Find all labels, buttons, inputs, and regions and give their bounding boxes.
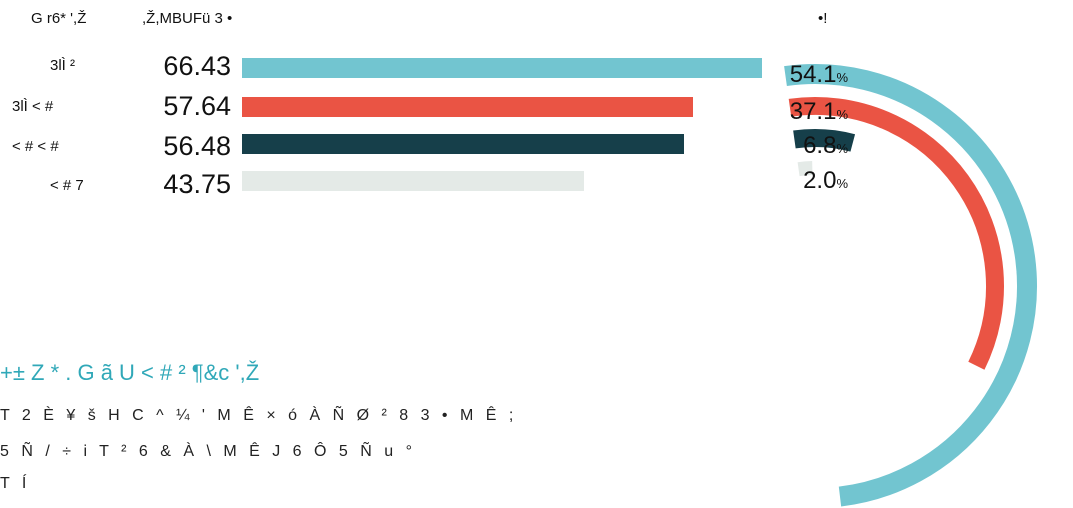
ring-unit-0: %	[836, 70, 848, 85]
bar-value-label-1: 57.64	[163, 91, 231, 121]
ring-value-1: 37.1	[789, 98, 837, 125]
bar-category-2: < # < #	[12, 138, 59, 155]
ring-arc-1	[788, 97, 1004, 370]
bar-value-label-3: 43.75	[163, 169, 231, 199]
header-col3: •!	[818, 10, 828, 27]
bar-0	[242, 58, 762, 78]
header-col1: G r6* ',Ž	[31, 10, 87, 27]
section-title: +± Z * . G ã U < # ² ¶&c ',Ž	[0, 360, 260, 385]
bar-3	[242, 171, 585, 191]
body-line-1: 5 Ñ / ÷ i T ² 6 & À \ M Ê J 6 Ô 5 Ñ u °	[0, 443, 416, 460]
bar-category-1: 3lÌ < #	[12, 98, 54, 115]
bar-category-0: 3lÌ ²	[50, 57, 76, 74]
bar-category-3: < # 7	[50, 177, 84, 194]
ring-unit-3: %	[836, 176, 848, 191]
ring-value-2: 6.8	[803, 132, 837, 159]
ring-unit-1: %	[836, 107, 848, 122]
ring-arc-0	[784, 64, 1037, 507]
ring-value-label-2: 6.8%	[728, 132, 848, 160]
ring-value-label-3: 2.0%	[728, 167, 848, 195]
ring-unit-2: %	[836, 141, 848, 156]
ring-value-3: 2.0	[803, 167, 837, 194]
bar-value-label-0: 66.43	[163, 51, 231, 81]
body-line-0: T 2 È ¥ š H C ^ ¼ ' M Ê × ó À Ñ Ø ² 8 3 …	[0, 407, 518, 424]
bar-value-label-2: 56.48	[163, 131, 231, 161]
ring-arc-3	[797, 161, 813, 177]
ring-value-label-1: 37.1%	[728, 98, 848, 126]
ring-value-label-0: 54.1%	[728, 61, 848, 89]
ring-value-0: 54.1	[789, 61, 837, 88]
header-col2: ,Ž,MBUFü 3 •	[142, 10, 233, 27]
ring-arc-2	[793, 129, 856, 152]
bar-2	[242, 134, 685, 154]
bar-1	[242, 97, 694, 117]
body-line-2: T Í	[0, 475, 31, 492]
